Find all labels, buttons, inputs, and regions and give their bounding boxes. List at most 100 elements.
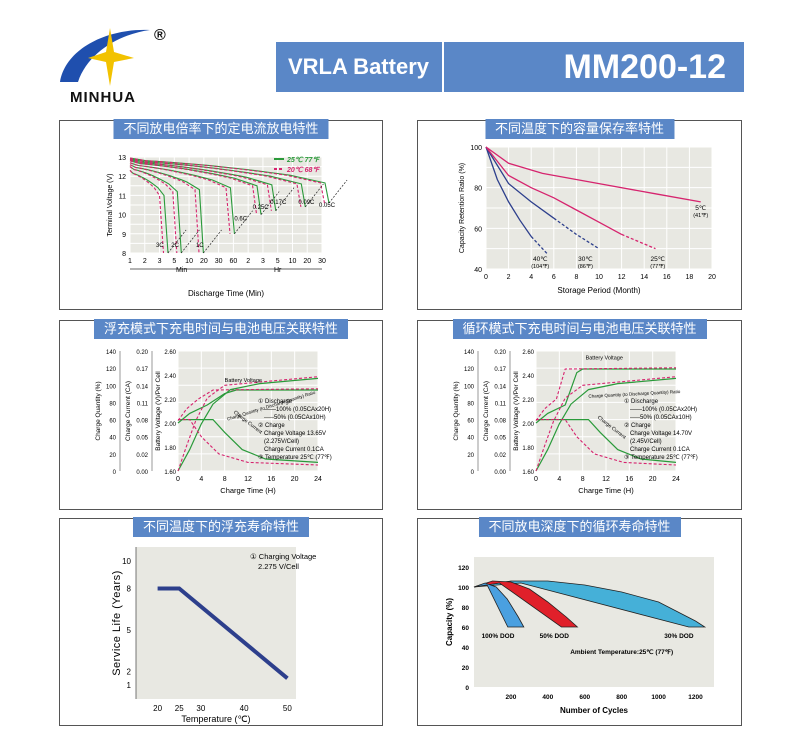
y-tick-label: 100 xyxy=(470,145,482,152)
y-tick-voltage: 2.40 xyxy=(164,374,176,380)
rate-label: 2C xyxy=(171,243,179,249)
y-tick-label: 11 xyxy=(119,193,126,200)
charge-quantity-line xyxy=(177,377,319,472)
cycle-charge-chart: 0 4 8 12 16 20 24 0 20 40 60 80 100 120 140 0.00 0.02 0.0… xyxy=(453,350,698,495)
cutoff-line xyxy=(275,187,295,211)
y-tick-voltage: 1.80 xyxy=(164,446,176,452)
y-tick-label: 80 xyxy=(474,186,482,193)
y-tick-current: 0.11 xyxy=(495,401,507,407)
y-tick-voltage: 2.60 xyxy=(164,350,176,356)
x-tick-label: 12 xyxy=(618,274,626,281)
x-tick-label: 8 xyxy=(223,476,227,483)
y-axis-label: Capacity (%) xyxy=(445,598,454,646)
y-tick-label: 8 xyxy=(127,584,132,593)
y-tick-quantity: 100 xyxy=(464,384,475,390)
x-tick-label: 12 xyxy=(602,476,610,483)
x-tick-label: 10 xyxy=(595,274,603,281)
y-tick-current: 0.14 xyxy=(136,384,148,390)
y-axis-label: Terminal Voltage (V) xyxy=(107,173,114,236)
x-tick-label: 24 xyxy=(672,476,680,483)
discharge-curve xyxy=(129,170,165,254)
y-tick-label: 12 xyxy=(118,174,126,181)
x-tick-label: 600 xyxy=(579,694,590,701)
retention-line xyxy=(485,146,622,235)
y-axis-label: Service Life (Years) xyxy=(111,570,123,676)
x-tick-label: 25 xyxy=(175,704,184,713)
charge-note: ② Charge xyxy=(258,422,285,429)
y-tick-label: 60 xyxy=(474,226,482,233)
minhua-logo: ® MINHUA xyxy=(60,27,166,106)
x-tick-label: 0 xyxy=(534,476,538,483)
charge-note: -----50% (0.05CAx10H) xyxy=(264,415,326,421)
x-tick-label: 4 xyxy=(529,274,533,281)
cutoff-line xyxy=(328,179,348,204)
y-tick-label: 120 xyxy=(458,565,469,572)
series-label: 5℃ xyxy=(695,205,707,212)
panel-retention: 0 2 4 6 8 10 12 14 16 18 20 40 60 80 100 Storage Period… xyxy=(417,119,742,310)
cutoff-line xyxy=(234,210,253,235)
x-axis-label: Discharge Time (Min) xyxy=(188,289,264,298)
y-tick-quantity: 0 xyxy=(113,470,117,476)
y-tick-current: 0.05 xyxy=(494,436,506,442)
x-tick-label: 1 xyxy=(128,258,132,265)
battery-voltage-line-dashed xyxy=(177,388,319,421)
x-tick-label: 16 xyxy=(267,476,275,483)
x-tick-label: 8 xyxy=(574,274,578,281)
panel-cycle-charge: 0 4 8 12 16 20 24 0 20 40 60 80 100 120 140 0.00 0.02 0.0… xyxy=(417,319,742,510)
x-tick-label: 14 xyxy=(640,274,648,281)
charge-note: ——100% (0.05CAx20H) xyxy=(264,407,331,413)
battery-voltage-line xyxy=(177,389,318,424)
x-tick-label: 20 xyxy=(708,274,716,281)
y-tick-label: 9 xyxy=(122,232,126,239)
rate-label: 0.6C xyxy=(234,216,247,222)
charge-note: -----50% (0.05CAx10H) xyxy=(630,415,692,421)
discharge-curve xyxy=(129,158,302,207)
cycle-life-band xyxy=(473,580,579,628)
y-tick-label: 10 xyxy=(122,557,131,566)
x-tick-label: 20 xyxy=(303,258,311,265)
x-tick-label: 30 xyxy=(196,704,205,713)
logo-star xyxy=(88,28,134,86)
series-label: 30℃ xyxy=(578,256,593,263)
x-tick-label: 5 xyxy=(276,258,280,265)
x-axis-label: Temperature (℃) xyxy=(181,714,250,724)
series-label: 30% DOD xyxy=(664,633,694,640)
y-tick-quantity: 20 xyxy=(109,453,116,459)
legend-label: 25℃ 77℉ xyxy=(286,156,320,164)
x-tick-label: 5 xyxy=(172,258,176,265)
charge-note: ③ Temperature 25℃ (77℉) xyxy=(624,454,698,461)
x-axis-label: Charge Time (H) xyxy=(220,486,276,495)
discharge-curve xyxy=(129,159,272,211)
y-axis-label: Capacity Retention Ratio (%) xyxy=(459,163,466,253)
brand-name: MINHUA xyxy=(70,89,136,106)
series-label-f: (86℉) xyxy=(578,264,593,270)
y-tick-voltage: 2.20 xyxy=(164,398,176,404)
y-axis-label-current: Charge Current (CA) xyxy=(125,381,132,441)
x-tick-label: 20 xyxy=(200,258,208,265)
rate-label: 1C xyxy=(196,243,204,249)
y-tick-label: 1 xyxy=(127,681,132,690)
x-tick-label: 16 xyxy=(625,476,633,483)
panel-float-charge: 0 4 8 12 16 20 24 0 20 40 60 80 100 120 140 0.00 0.02 0.0… xyxy=(59,319,383,510)
annotation-charge-quantity: Charge Quantity (to Discharge Quantity) … xyxy=(588,389,681,399)
y-tick-label: 0 xyxy=(465,685,469,692)
y-tick-voltage: 2.00 xyxy=(522,422,534,428)
x-tick-label: 1200 xyxy=(688,694,703,701)
discharge-curve xyxy=(129,164,200,254)
series-label-f: (104℉) xyxy=(531,264,549,270)
y-tick-quantity: 0 xyxy=(471,470,475,476)
x-tick-label: 0 xyxy=(176,476,180,483)
x-tick-label: 10 xyxy=(185,258,193,265)
charge-note: ① Discharge xyxy=(624,398,659,405)
y-tick-voltage: 2.60 xyxy=(522,350,534,356)
y-tick-quantity: 40 xyxy=(109,436,116,442)
charge-note: (2.275V/Cell) xyxy=(264,439,299,445)
model-name: MM200-12 xyxy=(563,47,726,86)
product-banner: VRLA Battery xyxy=(276,42,442,92)
charge-current-line xyxy=(178,418,319,463)
series-label: 50% DOD xyxy=(540,633,570,640)
y-tick-label: 2 xyxy=(127,667,132,676)
float-charge-chart: 0 4 8 12 16 20 24 0 20 40 60 80 100 120 140 0.00 0.02 0.0… xyxy=(95,350,332,495)
